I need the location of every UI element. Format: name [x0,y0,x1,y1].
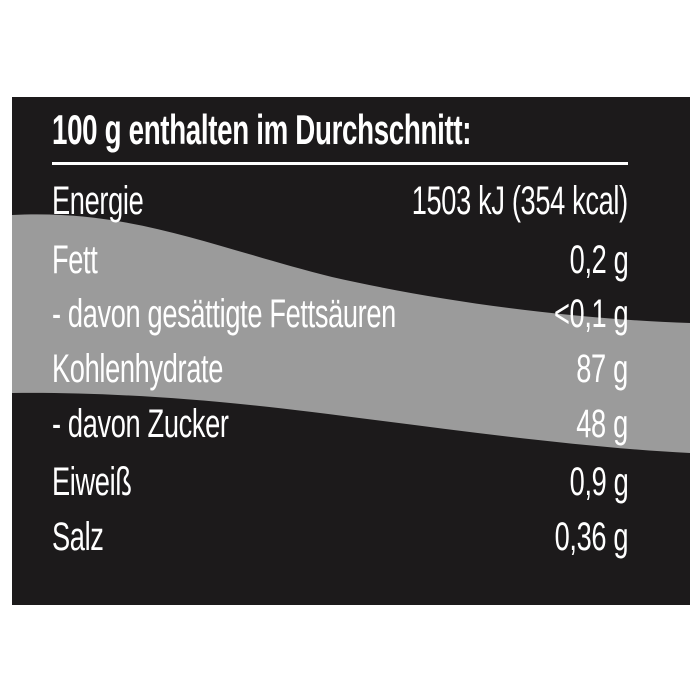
row-value-energie: 1503 kJ (354 kcal) [411,179,628,223]
row-value-fett: 0,2 g [569,238,628,282]
row-value-salz: 0,36 g [554,515,628,559]
row-label-salz: Salz [52,515,104,559]
row-label-energie: Energie [52,179,144,223]
nutrition-table: 100 g enthalten im Durchschnitt: Energie… [12,97,690,605]
title-divider [52,162,628,165]
table-title: 100 g enthalten im Durchschnitt: [52,106,472,153]
row-label-fett: Fett [52,238,98,282]
row-value-fettsaeuren: <0,1 g [553,292,629,336]
row-value-eiweiss: 0,9 g [569,460,628,504]
grey-band [12,214,690,453]
row-label-eiweiss: Eiweiß [52,460,132,504]
row-label-zucker: - davon Zucker [52,402,229,446]
row-label-kohlenhydrate: Kohlenhydrate [52,347,223,391]
row-value-zucker: 48 g [576,402,628,446]
row-label-fettsaeuren: - davon gesättigte Fettsäuren [52,292,396,336]
row-value-kohlenhydrate: 87 g [576,347,628,391]
